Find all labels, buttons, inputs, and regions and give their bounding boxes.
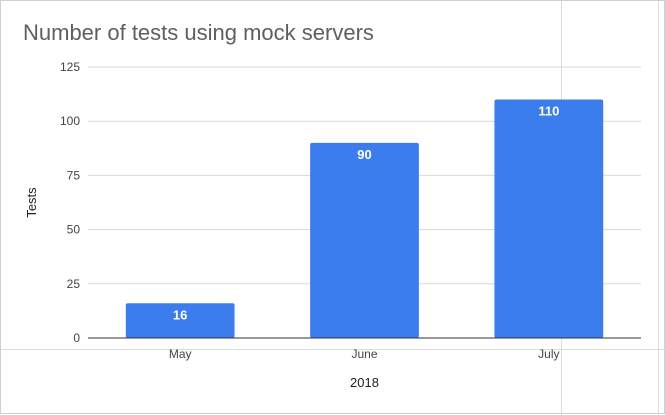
x-axis-title: 2018 <box>350 375 379 390</box>
x-tick-label: July <box>538 347 559 361</box>
chart-title: Number of tests using mock servers <box>23 20 374 45</box>
bar-may <box>125 303 235 338</box>
x-tick-label: May <box>169 347 192 361</box>
data-labels: 16 90 110 <box>173 104 559 323</box>
x-axis-ticks: May June July <box>169 347 560 361</box>
x-tick-label: June <box>351 347 377 361</box>
y-tick-label: 50 <box>67 223 81 237</box>
y-tick-label: 100 <box>60 114 80 128</box>
bars <box>125 99 604 339</box>
y-axis-title: Tests <box>24 187 39 218</box>
y-tick-label: 25 <box>67 277 81 291</box>
y-tick-label: 0 <box>73 331 80 345</box>
bar-june <box>310 142 419 338</box>
sheet-gridline <box>1 349 665 350</box>
data-label: 16 <box>173 307 187 322</box>
data-label: 90 <box>357 147 371 162</box>
sheet-gridline <box>658 1 659 415</box>
y-tick-label: 125 <box>60 60 80 74</box>
y-tick-label: 75 <box>67 168 81 182</box>
bar-july <box>494 99 604 339</box>
y-axis-ticks: 0 25 50 75 100 125 <box>60 60 80 345</box>
data-label: 110 <box>538 104 559 119</box>
